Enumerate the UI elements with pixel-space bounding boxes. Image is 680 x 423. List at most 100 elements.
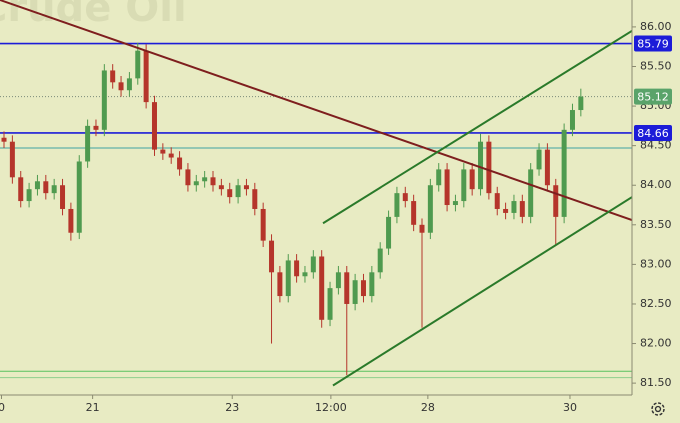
candle-body	[51, 185, 57, 194]
candle-body	[185, 169, 191, 186]
candle-body	[486, 141, 492, 194]
price-tag	[634, 88, 672, 105]
price-tag-label: 85.12	[637, 91, 669, 104]
x-tick-label: 23	[225, 401, 239, 414]
y-tick-label: 85.50	[640, 59, 672, 72]
candle-body	[118, 82, 124, 91]
candle-body	[344, 272, 350, 304]
candle-body	[252, 189, 258, 209]
candle-body	[553, 185, 559, 217]
candle-body	[436, 169, 442, 186]
price-tag	[634, 124, 672, 141]
candle-body	[536, 149, 542, 170]
price-tag	[634, 35, 672, 52]
candle-body	[68, 208, 74, 233]
candle-body	[26, 189, 32, 202]
x-tick-label: 30	[563, 401, 577, 414]
candle-body	[494, 193, 500, 209]
candle-body	[85, 125, 91, 162]
candle-body	[269, 240, 275, 273]
candle-body	[227, 189, 233, 198]
y-tick-label: 86.00	[640, 20, 672, 33]
candle-body	[60, 185, 66, 209]
watermark: Crude Oil	[0, 0, 187, 31]
candle-body	[1, 137, 7, 142]
candle-body	[110, 70, 116, 83]
y-tick-label: 82.50	[640, 297, 672, 310]
candle-body	[243, 185, 249, 190]
gear-inner[interactable]	[654, 405, 662, 413]
y-tick-label: 82.00	[640, 337, 672, 350]
y-tick-label: 84.50	[640, 139, 672, 152]
candle-body	[260, 208, 266, 241]
candle-body	[544, 149, 550, 186]
candle-body	[34, 181, 40, 190]
candle-body	[369, 272, 375, 297]
candle-body	[160, 149, 166, 154]
candle-body	[519, 201, 525, 217]
candle-body	[285, 260, 291, 297]
candle-body	[569, 110, 575, 130]
candle-body	[202, 177, 208, 182]
y-tick-label: 81.50	[640, 376, 672, 389]
candle-body	[277, 272, 283, 297]
candle-body	[511, 201, 517, 213]
candle-body	[135, 50, 141, 79]
price-tag-label: 84.66	[637, 127, 669, 140]
candle-body	[411, 201, 417, 225]
y-tick-label: 84.00	[640, 178, 672, 191]
candle-body	[528, 169, 534, 217]
y-tick-label: 83.50	[640, 218, 672, 231]
candle-body	[210, 177, 216, 186]
candle-body	[218, 185, 224, 190]
candle-body	[478, 141, 484, 190]
x-tick-label: 12:00	[315, 401, 347, 414]
candle-body	[469, 169, 475, 190]
candle-body	[294, 260, 300, 277]
x-tick-label: 28	[421, 401, 435, 414]
candle-body	[126, 78, 132, 91]
candle-body	[101, 70, 107, 130]
price-tag-label: 85.79	[637, 38, 669, 51]
candle-body	[360, 280, 366, 297]
candle-body	[327, 288, 333, 320]
trend-line	[0, 0, 632, 222]
candle-body	[335, 272, 341, 289]
candle-body	[419, 224, 425, 233]
candle-body	[444, 169, 450, 206]
candle-body	[9, 141, 15, 178]
candle-body	[352, 280, 358, 304]
trend-line	[332, 196, 632, 387]
candle-body	[43, 181, 49, 194]
candle-body	[503, 208, 509, 213]
candle-body	[168, 153, 174, 158]
trend-line	[322, 30, 632, 225]
candle-body	[76, 161, 82, 233]
candle-body	[578, 96, 584, 111]
x-tick-label: 21	[86, 401, 100, 414]
candle-body	[402, 193, 408, 202]
candle-body	[177, 157, 183, 170]
candle-body	[319, 256, 325, 320]
candle-body	[18, 177, 24, 202]
candle-body	[193, 181, 199, 186]
candle-body	[310, 256, 316, 273]
settings-icon[interactable]	[651, 402, 665, 416]
candle-body	[394, 193, 400, 217]
candle-body	[151, 102, 157, 150]
candle-body	[452, 201, 458, 206]
candle-body	[561, 129, 567, 217]
candle-body	[427, 185, 433, 233]
candle-body	[461, 169, 467, 202]
y-tick-label: 83.00	[640, 257, 672, 270]
candle-body	[302, 272, 308, 277]
candle-body	[93, 125, 99, 130]
x-tick-label: 0	[0, 401, 5, 414]
candle-body	[143, 50, 149, 103]
candle-body	[235, 185, 241, 198]
gear-outer[interactable]	[651, 402, 665, 416]
plot-area: Crude Oil	[0, 0, 632, 387]
candle-body	[386, 216, 392, 249]
candle-body	[377, 248, 383, 273]
